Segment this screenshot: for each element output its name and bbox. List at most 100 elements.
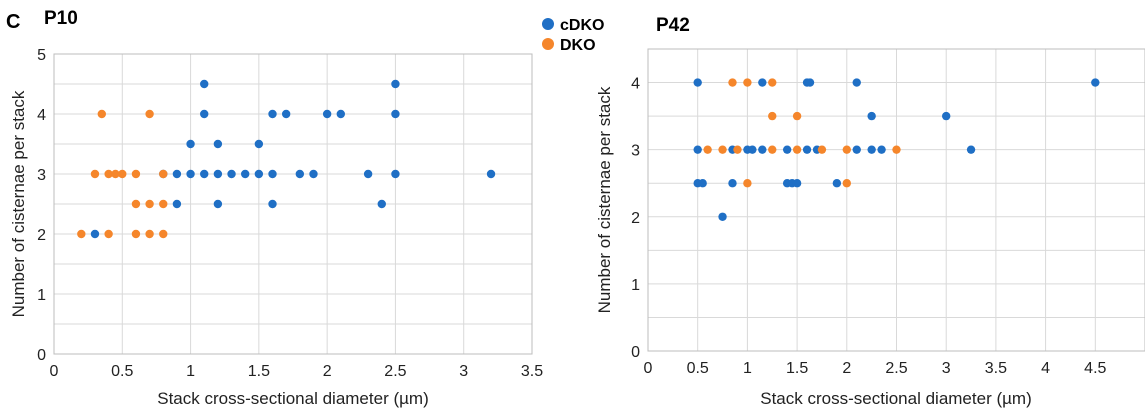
legend-label-dko: DKO — [560, 37, 596, 54]
x-tick-label: 0 — [50, 363, 59, 380]
data-point-cdko — [802, 145, 812, 154]
data-point-dko — [703, 145, 712, 154]
data-point-cdko — [792, 179, 802, 188]
data-point-dko — [733, 145, 742, 154]
data-point-cdko — [200, 79, 209, 89]
data-point-cdko — [227, 169, 236, 179]
data-point-cdko — [758, 145, 767, 154]
data-point-cdko — [254, 169, 264, 179]
ticks-p42: 0 0.5 1 1.5 2 2.5 3 3.5 4 4.5 0 1 2 3 4 — [631, 76, 1106, 377]
y-tick-label: 4 — [631, 76, 640, 93]
data-point-cdko — [295, 169, 305, 179]
data-point-cdko — [336, 109, 345, 119]
data-point-dko — [817, 145, 827, 154]
data-point-cdko — [281, 109, 291, 119]
data-point-cdko — [213, 169, 223, 179]
x-tick-label: 3.5 — [985, 360, 1007, 377]
data-point-cdko — [254, 139, 264, 149]
data-point-dko — [768, 78, 777, 87]
x-tick-label: 2 — [842, 360, 851, 377]
data-point-dko — [768, 145, 777, 154]
y-tick-label: 3 — [37, 167, 46, 184]
legend: cDKO DKO — [542, 17, 604, 54]
legend-marker-cdko — [542, 18, 554, 30]
data-point-cdko — [391, 79, 400, 89]
y-tick-label: 2 — [631, 210, 640, 227]
y-tick-label: 4 — [37, 107, 46, 124]
data-point-dko — [159, 169, 168, 179]
data-point-cdko — [877, 145, 886, 154]
data-point-dko — [104, 229, 113, 239]
data-point-dko — [145, 229, 154, 239]
data-point-cdko — [172, 199, 182, 209]
data-point-cdko — [693, 78, 702, 87]
data-point-cdko — [268, 109, 277, 119]
y-tick-label: 5 — [37, 47, 46, 64]
data-point-cdko — [391, 109, 400, 119]
data-point-dko — [842, 179, 851, 188]
x-tick-label: 3 — [942, 360, 951, 377]
grid-p42 — [648, 49, 1145, 351]
data-point-dko — [77, 229, 86, 239]
data-point-cdko — [852, 145, 861, 154]
y-tick-label: 3 — [631, 143, 640, 160]
data-point-cdko — [693, 145, 702, 154]
data-point-dko — [131, 229, 141, 239]
data-point-cdko — [758, 78, 767, 87]
data-point-dko — [104, 169, 113, 179]
x-tick-label: 4.5 — [1084, 360, 1106, 377]
data-point-dko — [131, 199, 141, 209]
data-point-cdko — [782, 145, 792, 154]
data-point-cdko — [728, 179, 737, 188]
data-point-cdko — [213, 199, 223, 209]
data-point-cdko — [268, 199, 277, 209]
data-point-cdko — [852, 78, 861, 87]
data-point-cdko — [172, 169, 182, 179]
data-point-dko — [792, 145, 802, 154]
data-point-dko — [118, 169, 127, 179]
data-point-cdko — [186, 169, 195, 179]
data-point-cdko — [942, 111, 951, 121]
data-point-cdko — [832, 179, 842, 188]
points-p10 — [77, 79, 496, 239]
legend-label-cdko: cDKO — [560, 17, 604, 34]
data-point-dko — [159, 199, 168, 209]
data-point-dko — [131, 169, 141, 179]
data-point-dko — [892, 145, 901, 154]
data-point-dko — [842, 145, 851, 154]
x-tick-label: 3.5 — [521, 363, 543, 380]
data-point-cdko — [867, 145, 876, 154]
data-point-dko — [718, 145, 727, 154]
data-point-dko — [159, 229, 168, 239]
data-point-cdko — [186, 139, 195, 149]
data-point-cdko — [268, 169, 277, 179]
x-tick-label: 1.5 — [248, 363, 270, 380]
x-tick-label: 4 — [1041, 360, 1050, 377]
y-tick-label: 1 — [37, 287, 46, 304]
chart-p10: P10 0 0.5 1 1.5 2 2.5 3 3.5 0 1 2 3 4 5 Stack cross-s… — [9, 8, 543, 408]
x-tick-label: 0 — [644, 360, 653, 377]
chart-title-p42: P42 — [656, 15, 690, 36]
chart-p42: P42 0 0.5 1 1.5 2 2.5 3 3.5 4 4.5 0 1 2 3 4 Stack cros… — [595, 15, 1145, 408]
x-tick-label: 3 — [459, 363, 468, 380]
legend-marker-dko — [542, 38, 554, 50]
panel-letter: C — [6, 11, 20, 33]
plot-frame-p42 — [647, 48, 1145, 352]
y-axis-label-p10: Number of cisternae per stack — [9, 90, 28, 317]
data-point-cdko — [966, 145, 976, 154]
data-point-dko — [768, 111, 777, 121]
data-point-cdko — [363, 169, 373, 179]
data-point-dko — [728, 78, 737, 87]
data-point-cdko — [309, 169, 318, 179]
data-point-dko — [743, 78, 752, 87]
ticks-p10: 0 0.5 1 1.5 2 2.5 3 3.5 0 1 2 3 4 5 — [37, 47, 543, 380]
data-point-dko — [111, 169, 120, 179]
data-point-cdko — [241, 169, 250, 179]
data-point-cdko — [322, 109, 332, 119]
x-tick-label: 0.5 — [687, 360, 709, 377]
points-p42 — [693, 78, 1100, 221]
data-point-cdko — [200, 169, 209, 179]
y-tick-label: 2 — [37, 227, 46, 244]
data-point-cdko — [1091, 78, 1100, 87]
x-tick-label: 2.5 — [885, 360, 907, 377]
